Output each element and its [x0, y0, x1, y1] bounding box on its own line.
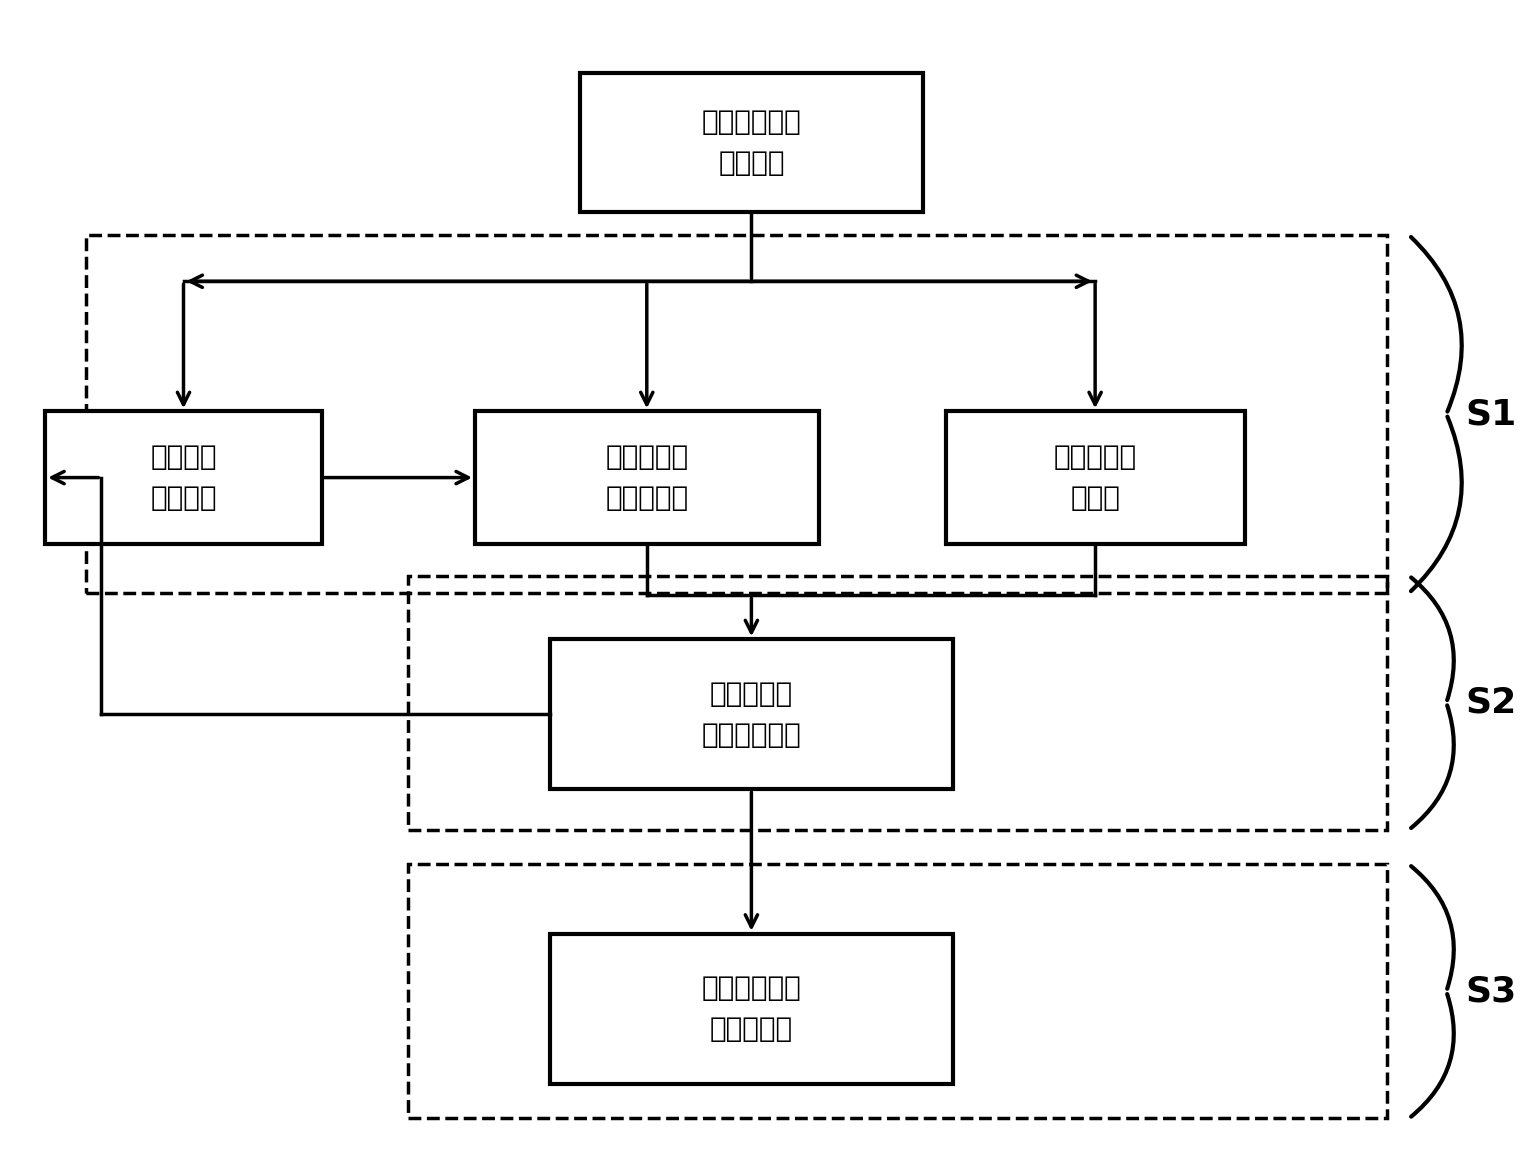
Bar — [46, 412, 322, 544]
Bar — [87, 235, 1386, 593]
Bar — [408, 576, 1386, 829]
Bar — [946, 412, 1245, 544]
Text: 背景图像
动态更新: 背景图像 动态更新 — [150, 443, 217, 512]
Text: 高速摄影喷雾
图像序列: 高速摄影喷雾 图像序列 — [701, 108, 801, 177]
Bar — [550, 640, 953, 790]
Bar — [579, 73, 923, 212]
Bar — [550, 934, 953, 1084]
Text: S3: S3 — [1465, 975, 1517, 1008]
Bar — [475, 412, 819, 544]
Text: S1: S1 — [1465, 397, 1517, 431]
Text: 改进背景差
分边缘检测: 改进背景差 分边缘检测 — [605, 443, 688, 512]
Bar — [408, 864, 1386, 1119]
Text: S2: S2 — [1465, 686, 1517, 720]
Text: 帧间运算边
缘检测: 帧间运算边 缘检测 — [1054, 443, 1137, 512]
Text: 喷雾特性参数
测量与计算: 喷雾特性参数 测量与计算 — [701, 975, 801, 1043]
Text: 图像融合及
形态学后处理: 图像融合及 形态学后处理 — [701, 679, 801, 749]
